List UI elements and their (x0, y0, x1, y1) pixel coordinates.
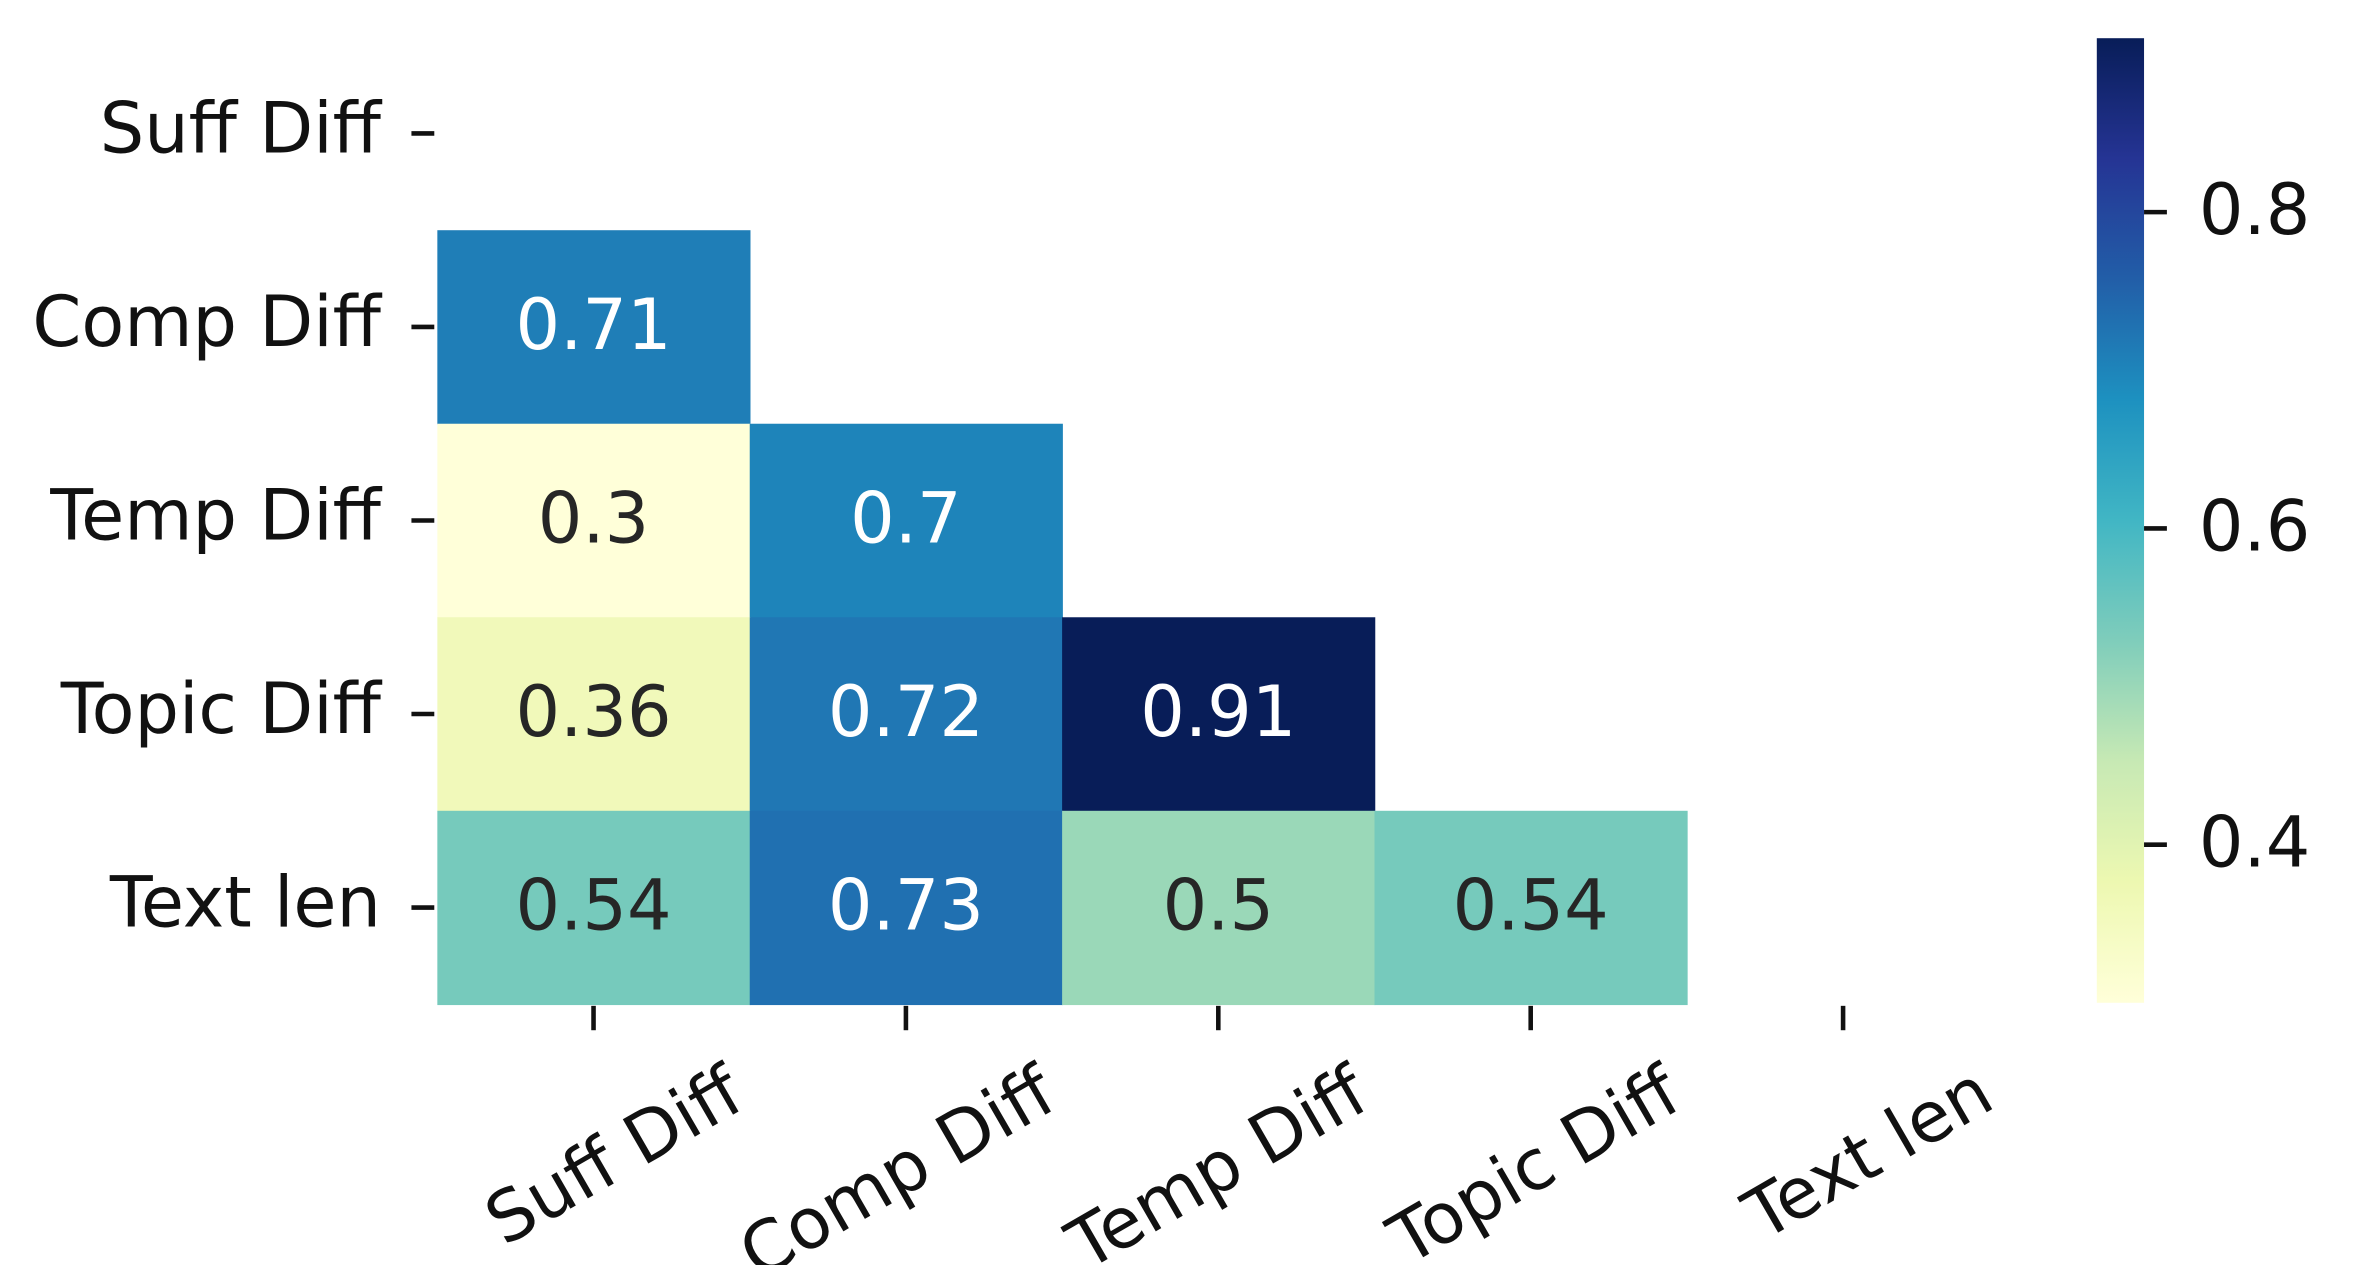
cell-label: 0.72 (828, 671, 984, 753)
cell-label: 0.7 (850, 478, 961, 560)
cell (437, 810, 751, 1006)
y-tick-label: Text len (109, 862, 381, 944)
cell (1374, 810, 1688, 1006)
cell-label: 0.71 (516, 284, 672, 366)
x-tick-label: Text len (1729, 1050, 2006, 1257)
cell-label: 0.3 (538, 478, 649, 560)
y-tick-label: Temp Diff (49, 475, 382, 557)
cell-label: 0.91 (1140, 671, 1296, 753)
y-tick-label: Comp Diff (32, 281, 382, 363)
x-tick-label: Topic Diff (1374, 1049, 1695, 1265)
cell (1062, 617, 1376, 812)
cell (749, 423, 1063, 619)
x-tick-label: Temp Diff (1053, 1049, 1383, 1265)
colorbar-tick-label: 0.6 (2199, 485, 2310, 567)
cell-label: 0.54 (1453, 865, 1609, 947)
cell (437, 617, 751, 812)
cell (1062, 810, 1376, 1006)
cell (749, 810, 1063, 1006)
cell-label: 0.54 (516, 865, 672, 947)
cell-label: 0.73 (828, 865, 984, 947)
cell (749, 617, 1063, 812)
y-tick-label: Topic Diff (60, 668, 383, 750)
colorbar (2096, 38, 2145, 1003)
cell (437, 230, 751, 425)
x-tick-label: Suff Diff (472, 1049, 758, 1261)
cell-label: 0.36 (516, 671, 672, 753)
x-tick-label: Comp Diff (726, 1049, 1070, 1265)
colorbar-tick-label: 0.4 (2199, 802, 2310, 884)
colorbar-tick-label: 0.8 (2199, 169, 2310, 251)
cell (437, 423, 751, 619)
cell-label: 0.5 (1163, 865, 1274, 947)
y-tick-label: Suff Diff (100, 87, 383, 169)
